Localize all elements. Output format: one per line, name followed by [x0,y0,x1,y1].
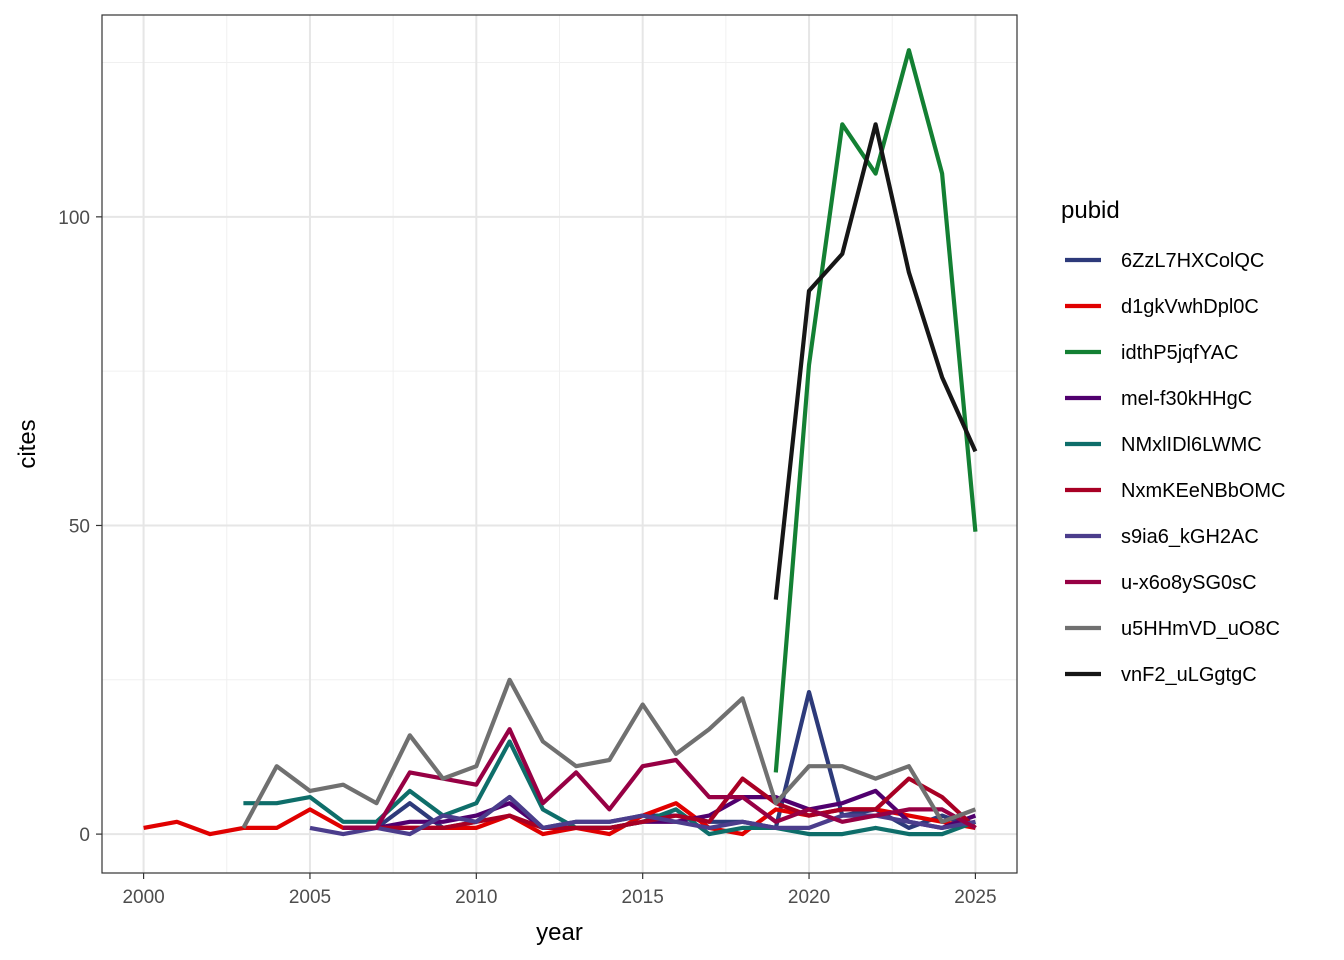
legend-label-idthP5jqfYAC: idthP5jqfYAC [1121,342,1238,364]
legend-label-d1gkVwhDpl0C: d1gkVwhDpl0C [1121,296,1259,318]
x-tick-label: 2010 [455,887,497,908]
plot-panel-border [101,14,1018,874]
series-line-vnF2_uLGgtgC [773,122,978,600]
y-tick-label: 50 [69,516,90,537]
series-line-u-x6o8ySG0sC [343,727,977,831]
legend-label-vnF2_uLGgtgC: vnF2_uLGgtgC [1121,664,1257,686]
x-tick-label: 2000 [122,887,164,908]
legend-label-u5HHmVD_uO8C: u5HHmVD_uO8C [1121,618,1280,640]
y-axis-title: cites [14,419,41,468]
x-axis-title: year [536,919,583,946]
legend-label-s9ia6_kGH2AC: s9ia6_kGH2AC [1121,526,1259,548]
y-axis: 0 50 100 [58,208,102,846]
legend-label-NMxlIDl6LWMC: NMxlIDl6LWMC [1121,434,1262,456]
legend-label-mel-f30kHHgC: mel-f30kHHgC [1121,388,1252,410]
legend-title: pubid [1061,197,1120,224]
minor-gridlines [102,15,1017,873]
x-tick-label: 2025 [954,887,996,908]
x-tick-label: 2015 [622,887,664,908]
x-tick-label: 2020 [788,887,830,908]
series-line-idthP5jqfYAC [773,48,978,773]
major-gridlines [102,15,1017,873]
y-tick-label: 0 [79,825,90,846]
series-line-mel-f30kHHgC [343,788,977,831]
y-tick-label: 100 [58,208,90,229]
series-line-u5HHmVD_uO8C [241,677,977,829]
legend-label-NxmKEeNBbOMC: NxmKEeNBbOMC [1121,480,1285,502]
x-tick-label: 2005 [289,887,331,908]
legend: pubid 6ZzL7HXColQC d1gkVwhDpl0C idthP5jqfY… [1061,197,1285,686]
x-axis: 2000 2005 2010 2015 2020 2025 [122,873,997,908]
series-lines [143,48,978,837]
legend-label-6ZzL7HXColQC: 6ZzL7HXColQC [1121,250,1264,272]
legend-label-u-x6o8ySG0sC: u-x6o8ySG0sC [1121,572,1257,594]
